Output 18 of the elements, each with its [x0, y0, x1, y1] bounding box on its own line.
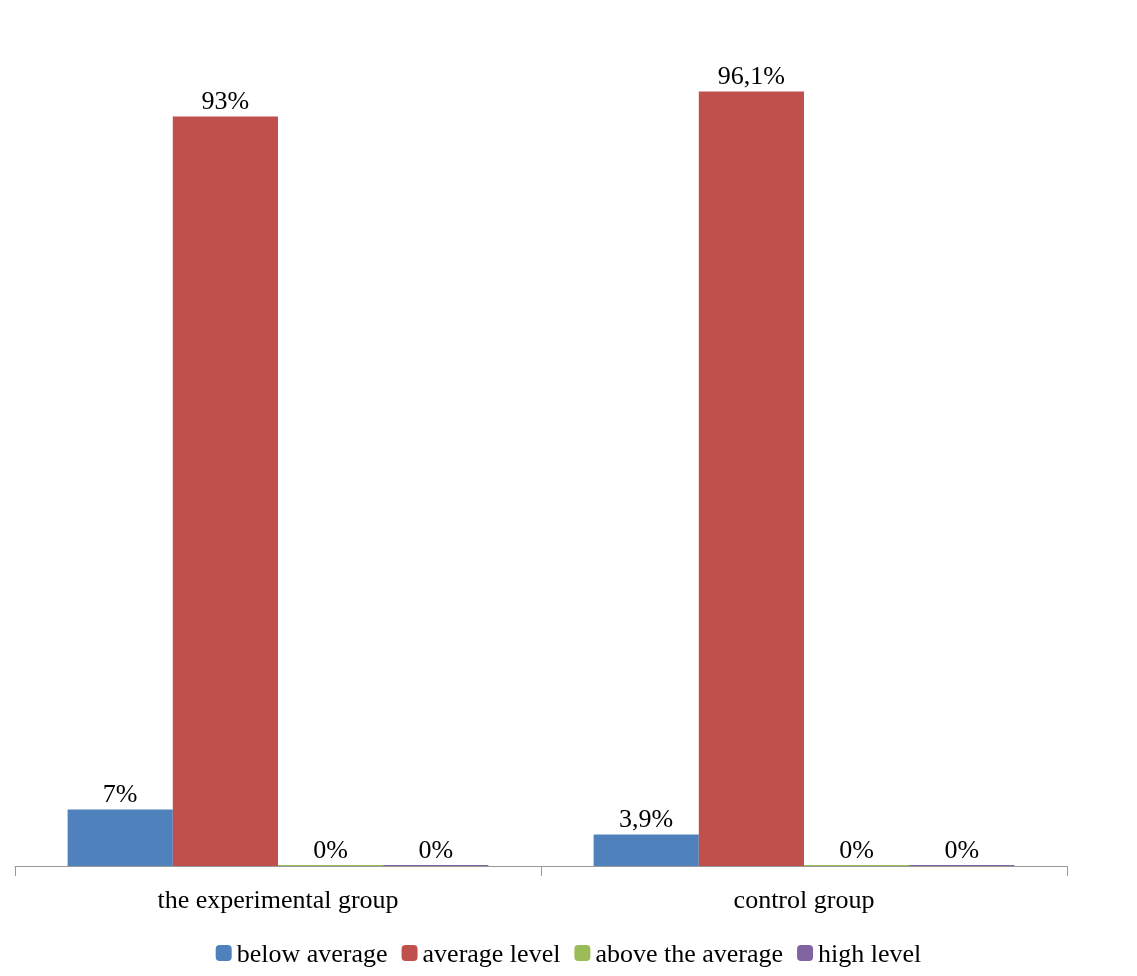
legend-label: below average: [236, 938, 388, 968]
bar: [172, 116, 278, 866]
data-label: 7%: [102, 779, 138, 809]
data-label: 0%: [944, 834, 980, 864]
legend-label: above the average: [595, 938, 784, 968]
data-label: 0%: [418, 834, 454, 864]
data-label: 3,9%: [619, 804, 674, 834]
data-label: 0%: [839, 834, 874, 864]
bar: [593, 834, 699, 866]
bar: [698, 91, 804, 866]
legend-label: average level: [422, 938, 561, 968]
legend-label: high level: [818, 938, 922, 968]
bar: [67, 809, 173, 866]
x-tick-label: the experimental group: [157, 884, 399, 914]
x-tick-label: control group: [733, 884, 875, 914]
data-label: 0%: [313, 834, 348, 864]
data-label: 93%: [201, 85, 250, 115]
data-label: 96,1%: [717, 60, 785, 90]
